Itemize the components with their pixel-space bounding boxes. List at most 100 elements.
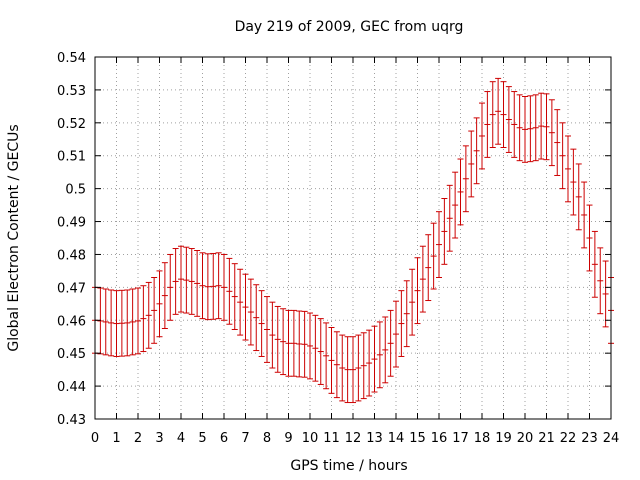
error-bar bbox=[221, 253, 227, 321]
error-bar bbox=[129, 288, 136, 356]
y-tick-label: 0.48 bbox=[57, 248, 86, 263]
error-bar bbox=[178, 245, 184, 313]
error-bar bbox=[258, 290, 265, 357]
error-bar bbox=[441, 198, 448, 265]
chart-title: Day 219 of 2009, GEC from uqrg bbox=[235, 19, 464, 35]
error-bar bbox=[527, 95, 534, 163]
error-bar bbox=[484, 91, 491, 158]
error-bar bbox=[419, 245, 426, 313]
error-bar bbox=[296, 310, 303, 378]
y-tick-label: 0.47 bbox=[57, 281, 86, 296]
error-bar bbox=[398, 290, 405, 357]
error-bar bbox=[376, 321, 383, 389]
x-tick-label: 9 bbox=[284, 431, 292, 446]
error-bar bbox=[280, 308, 287, 376]
error-bar bbox=[97, 287, 104, 355]
error-bar bbox=[247, 278, 254, 346]
x-tick-label: 20 bbox=[517, 431, 534, 446]
error-bar bbox=[591, 230, 598, 298]
error-bar bbox=[151, 276, 158, 344]
x-tick-label: 16 bbox=[431, 431, 448, 446]
error-bar bbox=[333, 331, 340, 399]
y-tick-label: 0.53 bbox=[57, 84, 86, 99]
error-bar bbox=[403, 280, 410, 348]
error-bar bbox=[543, 93, 550, 161]
error-bar bbox=[135, 287, 141, 355]
error-bar bbox=[436, 211, 442, 278]
error-bar bbox=[586, 204, 593, 272]
error-bar bbox=[199, 252, 206, 320]
x-tick-label: 4 bbox=[177, 431, 185, 446]
y-tick-label: 0.43 bbox=[57, 413, 86, 428]
error-bar bbox=[581, 181, 588, 249]
error-bar bbox=[355, 334, 362, 402]
error-bar bbox=[285, 309, 292, 377]
error-bar bbox=[430, 222, 437, 290]
error-bar bbox=[570, 148, 577, 216]
error-bar bbox=[457, 158, 464, 226]
error-bar bbox=[237, 268, 244, 336]
y-tick-label: 0.44 bbox=[57, 380, 86, 395]
error-bar bbox=[194, 250, 201, 317]
error-bar bbox=[371, 325, 378, 393]
x-tick-label: 12 bbox=[345, 431, 362, 446]
error-bar bbox=[301, 310, 308, 378]
error-bar bbox=[312, 314, 319, 382]
error-bar bbox=[532, 94, 539, 162]
x-axis-label: GPS time / hours bbox=[290, 458, 407, 474]
x-tick-label: 23 bbox=[581, 431, 598, 446]
x-tick-label: 1 bbox=[112, 431, 120, 446]
error-bar bbox=[516, 94, 523, 162]
error-bar bbox=[140, 285, 147, 353]
error-bar bbox=[425, 234, 432, 302]
error-bar bbox=[452, 171, 459, 239]
x-tick-label: 19 bbox=[495, 431, 512, 446]
x-tick-label: 0 bbox=[91, 431, 99, 446]
error-bar bbox=[290, 309, 297, 377]
error-bar bbox=[124, 289, 131, 357]
x-tick-label: 6 bbox=[220, 431, 228, 446]
error-bar bbox=[307, 312, 313, 380]
error-bar bbox=[102, 288, 109, 356]
error-bar bbox=[559, 122, 566, 190]
y-axis-label: Global Electron Content / GECUs bbox=[6, 124, 22, 351]
y-tick-label: 0.46 bbox=[57, 314, 86, 329]
x-tick-label: 7 bbox=[241, 431, 249, 446]
y-tick-labels: 0.43 0.44 0.45 0.46 0.47 0.48 0.49 0.5 0.51 0.52 0… bbox=[57, 51, 86, 428]
y-tick-label: 0.49 bbox=[57, 216, 86, 231]
error-bar bbox=[360, 332, 367, 400]
error-bar bbox=[522, 95, 528, 163]
error-bar bbox=[215, 252, 222, 320]
error-bar bbox=[468, 130, 475, 198]
error-bar bbox=[113, 290, 120, 357]
x-tick-label: 21 bbox=[538, 431, 555, 446]
error-bar bbox=[387, 309, 394, 377]
error-bar bbox=[597, 247, 604, 315]
error-bar bbox=[210, 252, 217, 320]
x-tick-label: 10 bbox=[302, 431, 319, 446]
error-bar bbox=[473, 117, 480, 185]
error-bar bbox=[156, 270, 163, 338]
error-bar bbox=[505, 86, 512, 153]
error-bar bbox=[274, 305, 281, 373]
error-bar bbox=[172, 248, 179, 315]
x-tick-label: 11 bbox=[323, 431, 340, 446]
error-bar bbox=[344, 336, 351, 404]
error-bar bbox=[323, 322, 330, 390]
error-bar bbox=[204, 253, 211, 321]
error-bar bbox=[548, 99, 555, 167]
x-tick-label: 24 bbox=[603, 431, 620, 446]
error-bar bbox=[242, 273, 249, 341]
error-bar bbox=[393, 300, 399, 368]
y-tick-label: 0.5 bbox=[65, 183, 86, 198]
x-tick-label: 15 bbox=[409, 431, 426, 446]
error-bar bbox=[264, 296, 270, 363]
error-bar bbox=[253, 284, 260, 352]
error-bar bbox=[446, 184, 453, 252]
error-bar bbox=[500, 81, 507, 148]
error-bar bbox=[366, 329, 373, 397]
x-tick-label: 18 bbox=[474, 431, 491, 446]
error-bar bbox=[565, 135, 571, 203]
error-bar bbox=[269, 301, 276, 369]
